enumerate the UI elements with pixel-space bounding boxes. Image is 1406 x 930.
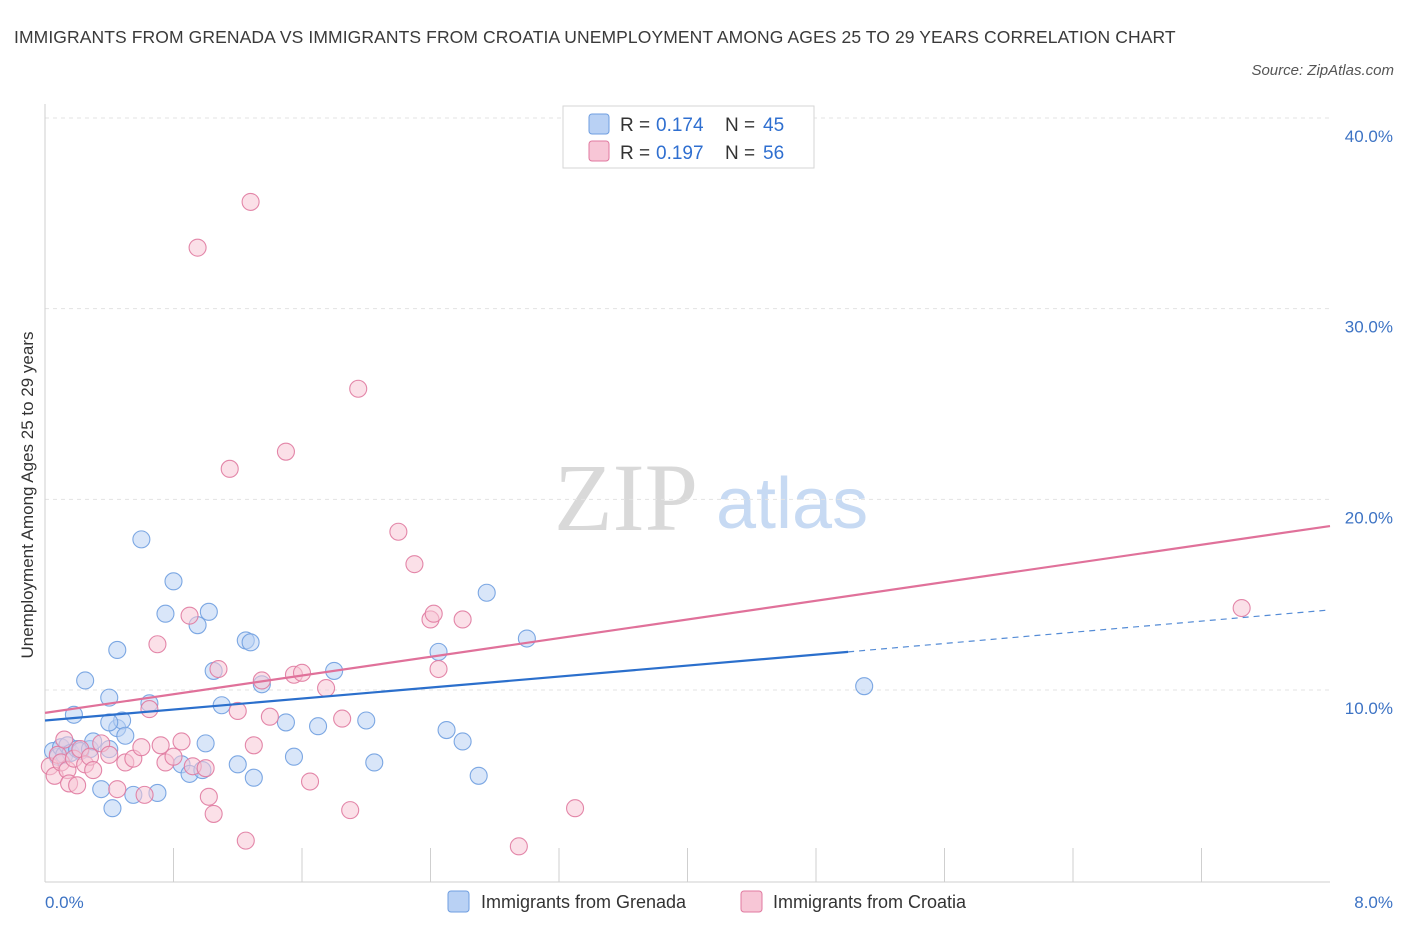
point-grenada-48 — [453, 732, 472, 751]
point-grenada-46 — [429, 642, 448, 661]
point-croatia-43 — [300, 772, 320, 791]
point-croatia-24 — [164, 747, 183, 766]
point-croatia-30 — [199, 787, 218, 806]
point-grenada-14 — [103, 799, 122, 818]
data-points — [40, 192, 1251, 856]
point-croatia-4 — [55, 730, 74, 749]
point-grenada-15 — [108, 640, 127, 660]
top-legend: R = 0.174 N = 45 R = 0.197 N = 56 — [562, 105, 815, 169]
point-croatia-19 — [135, 785, 154, 804]
point-croatia-47 — [349, 379, 368, 398]
point-grenada-38 — [244, 768, 263, 787]
point-croatia-54 — [509, 837, 528, 856]
point-croatia-21 — [148, 635, 167, 654]
point-grenada-31 — [196, 734, 215, 753]
bottom-legend-label-croatia: Immigrants from Croatia — [773, 892, 967, 912]
chart-title: IMMIGRANTS FROM GRENADA VS IMMIGRANTS FR… — [14, 27, 1176, 47]
trend-line-grenada — [44, 650, 849, 722]
legend-r-value-grenada: 0.174 — [656, 115, 704, 136]
point-grenada-49 — [469, 766, 488, 785]
trend-line-croatia — [44, 524, 1331, 714]
y-tick-labels: 10.0% 20.0% 30.0% 40.0% — [1345, 127, 1393, 718]
point-croatia-15 — [108, 780, 127, 799]
watermark-atlas: atlas — [716, 464, 868, 544]
point-grenada-50 — [477, 583, 496, 602]
point-grenada-52 — [855, 677, 874, 696]
point-croatia-52 — [429, 659, 448, 679]
point-croatia-36 — [241, 192, 260, 211]
x-tick-label-0: 0.0% — [45, 893, 84, 912]
point-croatia-34 — [228, 701, 247, 721]
point-grenada-32 — [199, 602, 218, 621]
bottom-legend-label-grenada: Immigrants from Grenada — [481, 892, 687, 912]
point-grenada-9 — [76, 671, 95, 690]
point-croatia-45 — [333, 709, 352, 728]
legend-swatch-croatia — [588, 140, 610, 162]
point-grenada-41 — [284, 747, 304, 766]
point-croatia-39 — [260, 707, 279, 726]
legend-n-value-grenada: 45 — [763, 115, 784, 136]
y-axis-title: Unemployment Among Ages 25 to 29 years — [18, 332, 37, 659]
point-croatia-56 — [1232, 598, 1251, 618]
x-tick-labels: 0.0% 8.0% — [45, 893, 1393, 912]
trend-lines — [44, 524, 1331, 722]
point-grenada-37 — [241, 633, 260, 652]
watermark-zip: ZIP — [554, 444, 698, 551]
legend-n-label-croatia: N = — [725, 143, 755, 164]
point-croatia-35 — [236, 831, 255, 850]
bottom-legend-swatch-grenada — [447, 890, 470, 913]
source-label: Source: ZipAtlas.com — [1251, 62, 1394, 79]
y-tick-label-1: 20.0% — [1345, 508, 1393, 527]
point-croatia-26 — [180, 606, 199, 625]
legend-r-value-croatia: 0.197 — [656, 143, 704, 164]
legend-r-label-croatia: R = — [620, 143, 650, 164]
point-croatia-40 — [276, 442, 295, 461]
point-croatia-28 — [188, 238, 207, 257]
x-tick-label-1: 8.0% — [1354, 893, 1393, 912]
point-grenada-45 — [365, 753, 384, 772]
point-croatia-14 — [100, 745, 119, 764]
point-croatia-42 — [292, 663, 312, 682]
point-croatia-8 — [68, 776, 87, 795]
point-croatia-49 — [405, 555, 424, 574]
point-croatia-51 — [424, 604, 443, 623]
point-grenada-35 — [228, 755, 247, 774]
point-croatia-18 — [132, 738, 151, 757]
point-grenada-26 — [164, 572, 183, 591]
y-tick-label-2: 30.0% — [1345, 318, 1393, 337]
point-croatia-46 — [341, 801, 360, 820]
point-grenada-44 — [357, 711, 376, 730]
bottom-legend-swatch-croatia — [740, 890, 763, 913]
bottom-legend: Immigrants from Grenada Immigrants from … — [447, 890, 967, 913]
point-croatia-33 — [220, 459, 239, 478]
point-croatia-44 — [317, 679, 336, 698]
y-tick-label-0: 10.0% — [1345, 699, 1393, 718]
point-croatia-53 — [453, 610, 472, 629]
trend-line-grenada-extension — [848, 609, 1331, 653]
point-croatia-37 — [244, 736, 263, 755]
point-croatia-20 — [140, 700, 159, 719]
point-croatia-31 — [204, 804, 223, 823]
point-grenada-12 — [92, 780, 111, 799]
point-croatia-32 — [209, 659, 228, 679]
point-grenada-18 — [116, 726, 135, 745]
legend-n-value-croatia: 56 — [763, 143, 784, 164]
legend-r-label-grenada: R = — [620, 115, 650, 136]
point-croatia-25 — [172, 732, 191, 751]
gridlines — [45, 117, 1330, 691]
point-grenada-22 — [132, 530, 151, 549]
point-croatia-55 — [566, 799, 585, 818]
legend-swatch-grenada — [588, 113, 610, 135]
point-grenada-47 — [437, 720, 456, 740]
point-croatia-22 — [151, 736, 170, 755]
point-croatia-12 — [84, 761, 103, 780]
point-grenada-25 — [156, 604, 175, 623]
point-croatia-48 — [389, 522, 408, 541]
point-grenada-40 — [276, 713, 295, 732]
y-tick-label-3: 40.0% — [1345, 127, 1393, 146]
point-grenada-42 — [309, 717, 328, 736]
point-croatia-29 — [196, 759, 215, 778]
legend-n-label-grenada: N = — [725, 115, 755, 136]
